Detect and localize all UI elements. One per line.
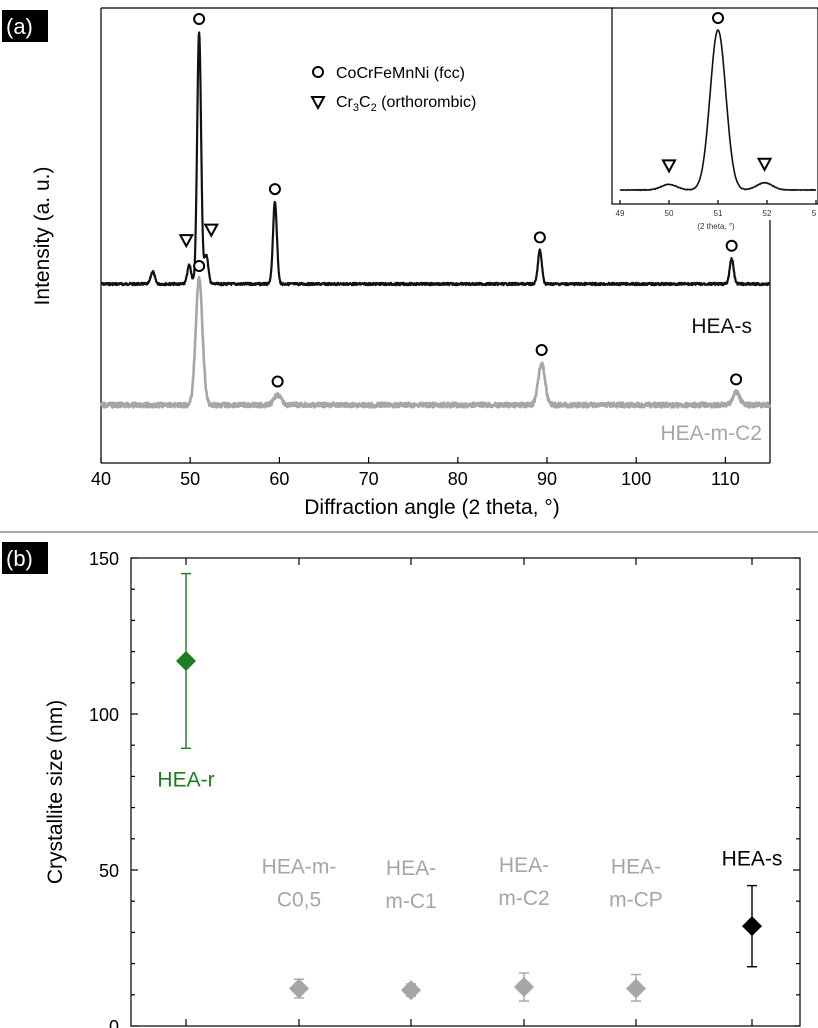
inset-carbide-marker [756, 157, 773, 172]
legend-carbide-label: Cr3C2 (orthorombic) [336, 94, 476, 114]
inset-x-tick-label: 5 [812, 209, 817, 218]
size-point-label: m-CP [609, 889, 663, 912]
xrd-x-tick-label: 40 [91, 469, 111, 489]
size-point-label: m-C1 [385, 890, 436, 913]
size-y-ticks: 0 50 100 150 [89, 549, 800, 1028]
xrd-x-ticks: 40 50 60 70 80 90 100 110 [91, 457, 740, 489]
size-point-hea-r [176, 650, 196, 671]
xrd-x-axis-title: Diffraction angle (2 theta, °) [304, 496, 559, 519]
size-y-tick-label: 50 [99, 861, 119, 881]
fcc-peak-marker [730, 373, 743, 386]
inset-x-axis-title: (2 theta, °) [697, 222, 735, 231]
size-point-hea-s [742, 916, 762, 937]
size-point-hea-m-c1 [401, 980, 421, 1001]
size-point-hea-m-c2 [514, 977, 534, 997]
xrd-axes: 40 50 60 70 80 90 100 110 [91, 7, 771, 489]
size-y-axis-title: Crystallite size (nm) [44, 700, 67, 884]
legend-triangle-marker [310, 96, 326, 111]
inset-x-tick-label: 50 [665, 209, 674, 218]
panel-a-label: (a) [6, 14, 33, 39]
xrd-x-tick-label: 100 [621, 469, 651, 489]
legend-circle-marker [312, 66, 324, 78]
panel-b: (b) 0 50 100 150 Crystallite size (nm) HEA-… [2, 542, 801, 1028]
legend-fcc-label: CoCrFeMnNi (fcc) [336, 65, 465, 82]
xrd-series-group [100, 31, 771, 409]
size-point-label: HEA- [611, 856, 661, 879]
carbide-peak-marker [178, 234, 194, 249]
xrd-x-tick-label: 80 [448, 469, 468, 489]
size-point-label: m-C2 [498, 887, 549, 910]
size-point-label: C0,5 [277, 889, 321, 912]
xrd-x-tick-label: 110 [711, 469, 740, 489]
size-point-label: HEA-s [722, 848, 783, 871]
fcc-peak-marker [533, 231, 546, 244]
inset-x-tick-label: 51 [714, 209, 723, 218]
xrd-peak-markers [178, 13, 743, 388]
size-x-ticks [185, 558, 753, 1026]
inset-carbide-marker [661, 159, 677, 174]
xrd-series-hea-s [100, 31, 771, 287]
fcc-peak-marker [193, 260, 206, 272]
fcc-peak-marker [268, 183, 281, 196]
xrd-inset: 49 50 51 52 5 (2 theta, °) [611, 7, 818, 231]
series-label-hea-s: HEA-s [691, 315, 752, 338]
size-point-label: HEA- [499, 854, 549, 877]
xrd-x-tick-label: 70 [359, 469, 379, 489]
fcc-peak-marker [193, 13, 206, 25]
size-y-tick-label: 100 [89, 705, 119, 725]
size-point-label: HEA-r [157, 768, 214, 791]
inset-series [619, 29, 817, 192]
series-label-hea-m-c2: HEA-m-C2 [660, 422, 762, 445]
size-y-tick-label: 0 [109, 1017, 119, 1028]
size-axes: 0 50 100 150 [89, 549, 801, 1028]
size-point-hea-m-cp [626, 978, 646, 999]
size-plot-frame [130, 557, 801, 1027]
xrd-x-tick-label: 50 [180, 469, 200, 489]
xrd-x-tick-label: 60 [269, 469, 289, 489]
panel-b-badge [2, 542, 48, 574]
fcc-peak-marker [725, 239, 738, 252]
size-point-label: HEA-m- [262, 856, 337, 879]
inset-x-tick-label: 49 [616, 209, 625, 218]
panel-a: (a) 40 50 60 70 80 90 100 110 Intensity (a. u.)… [2, 7, 818, 519]
size-point-hea-m-c0-5 [289, 978, 309, 999]
fcc-peak-marker [535, 344, 548, 356]
size-point-label: HEA- [386, 857, 436, 880]
xrd-x-tick-label: 90 [537, 469, 557, 489]
inset-fcc-marker [712, 12, 724, 24]
panel-a-badge [2, 10, 48, 42]
fcc-peak-marker [271, 375, 284, 388]
carbide-peak-marker [203, 223, 219, 238]
size-y-tick-label: 150 [89, 549, 119, 569]
size-points-group: HEA-r HEA-m- C0,5 HEA-m-C1 HEA-m-C2 HEA-m-CP H… [157, 572, 783, 1002]
panel-b-label: (b) [6, 546, 33, 571]
xrd-legend: CoCrFeMnNi (fcc) Cr3C2 (orthorombic) [310, 65, 476, 114]
inset-x-tick-label: 52 [763, 209, 772, 218]
inset-plot: 49 50 51 52 5 [616, 12, 817, 218]
xrd-series-hea-m-c2 [100, 275, 771, 409]
xrd-y-axis-title: Intensity (a. u.) [31, 167, 54, 306]
